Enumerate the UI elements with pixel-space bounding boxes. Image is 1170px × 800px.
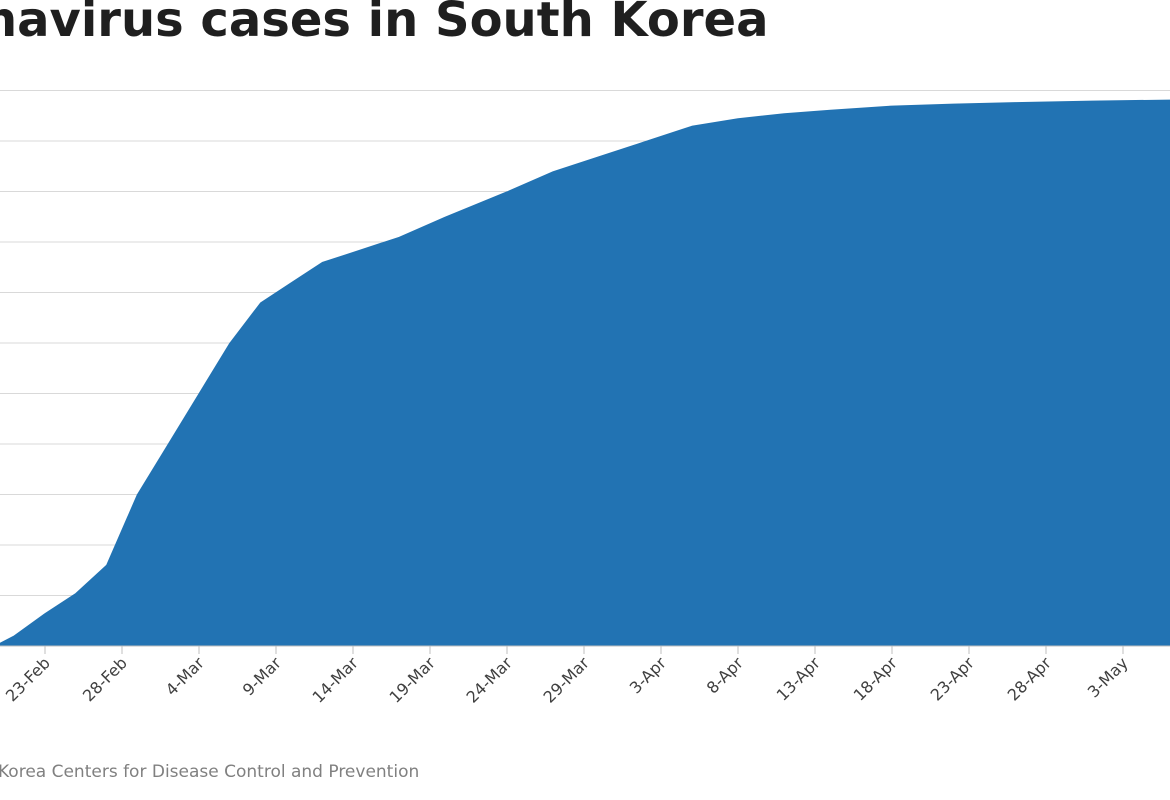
x-tick-label: 28-Feb: [79, 653, 131, 705]
x-tick-label: 3-May: [1084, 653, 1132, 701]
x-tick-label: 13-Apr: [773, 653, 825, 705]
x-tick-label: 19-Mar: [386, 653, 440, 707]
chart-title: onavirus cases in South Korea: [0, 0, 769, 48]
x-tick-label: 14-Mar: [309, 653, 363, 707]
x-tick-label: 24-Mar: [463, 653, 517, 707]
source-note: Korea Centers for Disease Control and Pr…: [0, 762, 420, 782]
x-tick-label: 28-Apr: [1004, 653, 1056, 705]
area-chart: 23-Feb 28-Feb 4-Mar 9-Mar 14-Mar 19-Mar 24-Mar…: [0, 90, 1170, 707]
x-tick-label: 4-Mar: [162, 653, 208, 699]
cases-area: [0, 99, 1170, 647]
x-tick-label: 8-Apr: [703, 653, 747, 697]
x-tick-label: 29-Mar: [540, 653, 594, 707]
x-tick-label: 18-Apr: [850, 653, 902, 705]
x-axis: 23-Feb 28-Feb 4-Mar 9-Mar 14-Mar 19-Mar 24-Mar…: [0, 645, 1170, 707]
area-series: [0, 99, 1170, 647]
x-tick-label: 23-Apr: [927, 653, 979, 705]
x-tick-label: 3-Apr: [626, 653, 670, 697]
x-tick-label: 9-Mar: [239, 653, 285, 699]
x-tick-label: 23-Feb: [2, 653, 54, 705]
